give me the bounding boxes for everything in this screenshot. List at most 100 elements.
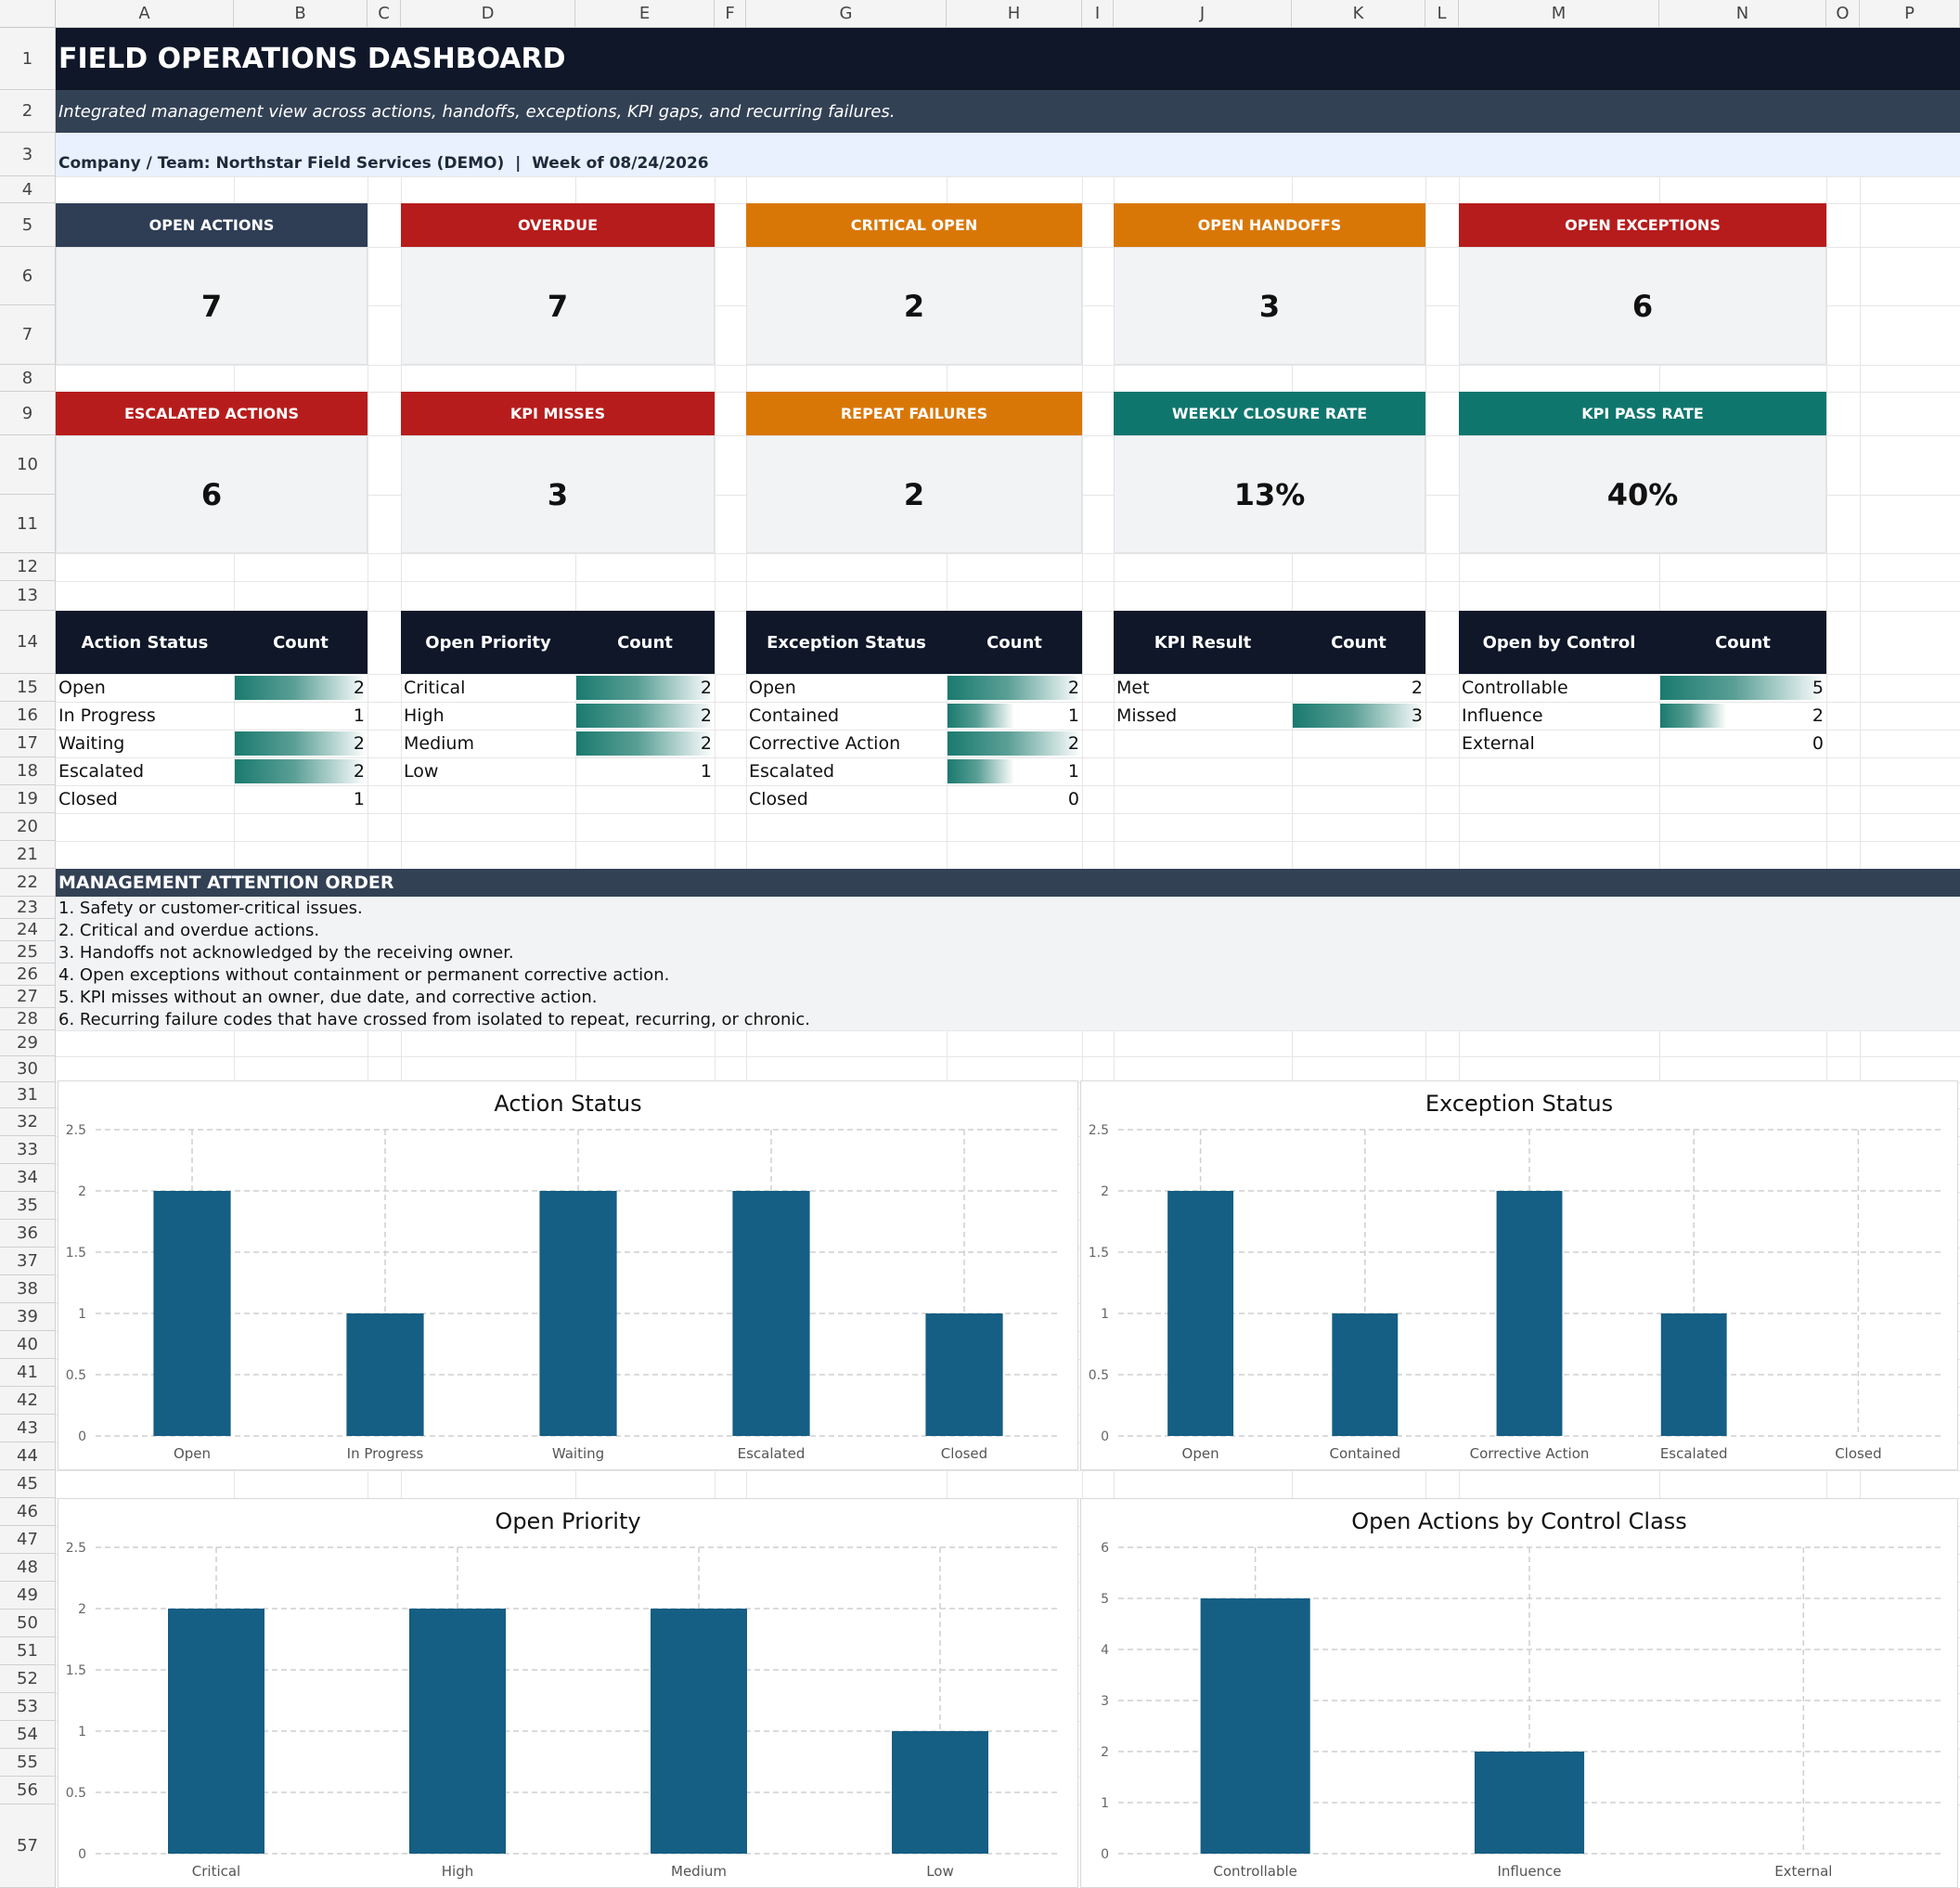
row-header-31[interactable]: 31 bbox=[0, 1082, 56, 1108]
row-header-43[interactable]: 43 bbox=[0, 1415, 56, 1442]
row-header-14[interactable]: 14 bbox=[0, 611, 56, 674]
table-header-count: Count bbox=[947, 611, 1082, 674]
column-header-b[interactable]: B bbox=[234, 0, 368, 28]
row-header-29[interactable]: 29 bbox=[0, 1030, 56, 1056]
row-header-11[interactable]: 11 bbox=[0, 495, 56, 553]
row-header-51[interactable]: 51 bbox=[0, 1637, 56, 1665]
kpi-card-label: KPI MISSES bbox=[401, 392, 715, 435]
row-header-23[interactable]: 23 bbox=[0, 897, 56, 919]
row-header-56[interactable]: 56 bbox=[0, 1777, 56, 1804]
row-header-52[interactable]: 52 bbox=[0, 1665, 56, 1693]
row-header-22[interactable]: 22 bbox=[0, 869, 56, 897]
row-header-44[interactable]: 44 bbox=[0, 1442, 56, 1470]
bar-low[interactable] bbox=[892, 1731, 988, 1854]
row-header-34[interactable]: 34 bbox=[0, 1164, 56, 1192]
row-header-2[interactable]: 2 bbox=[0, 90, 56, 133]
row-header-27[interactable]: 27 bbox=[0, 986, 56, 1008]
select-all-corner[interactable] bbox=[0, 0, 56, 28]
bar-open[interactable] bbox=[153, 1191, 231, 1436]
row-header-53[interactable]: 53 bbox=[0, 1693, 56, 1721]
column-header-d[interactable]: D bbox=[401, 0, 575, 28]
column-header-e[interactable]: E bbox=[575, 0, 715, 28]
kpi-card-value: 7 bbox=[56, 247, 368, 365]
row-header-25[interactable]: 25 bbox=[0, 941, 56, 963]
bar-escalated[interactable] bbox=[732, 1191, 810, 1436]
column-header-l[interactable]: L bbox=[1425, 0, 1459, 28]
row-header-55[interactable]: 55 bbox=[0, 1749, 56, 1777]
x-tick-label: Controllable bbox=[1213, 1863, 1297, 1880]
bar-corrective-action[interactable] bbox=[1496, 1191, 1563, 1436]
row-header-28[interactable]: 28 bbox=[0, 1008, 56, 1030]
row-header-38[interactable]: 38 bbox=[0, 1275, 56, 1303]
row-header-35[interactable]: 35 bbox=[0, 1192, 56, 1220]
row-header-39[interactable]: 39 bbox=[0, 1303, 56, 1331]
bar-medium[interactable] bbox=[651, 1609, 747, 1854]
column-header-c[interactable]: C bbox=[368, 0, 401, 28]
row-header-9[interactable]: 9 bbox=[0, 392, 56, 435]
kpi-card-label: REPEAT FAILURES bbox=[746, 392, 1082, 435]
bar-critical[interactable] bbox=[168, 1609, 264, 1854]
row-header-13[interactable]: 13 bbox=[0, 581, 56, 611]
row-header-7[interactable]: 7 bbox=[0, 305, 56, 365]
column-header-h[interactable]: H bbox=[947, 0, 1082, 28]
row-header-12[interactable]: 12 bbox=[0, 553, 56, 581]
y-tick-label: 1.5 bbox=[66, 1663, 86, 1678]
row-header-24[interactable]: 24 bbox=[0, 919, 56, 941]
row-header-19[interactable]: 19 bbox=[0, 785, 56, 813]
bar-influence[interactable] bbox=[1474, 1752, 1585, 1854]
column-header-i[interactable]: I bbox=[1082, 0, 1114, 28]
column-header-k[interactable]: K bbox=[1292, 0, 1425, 28]
column-header-n[interactable]: N bbox=[1659, 0, 1826, 28]
row-header-33[interactable]: 33 bbox=[0, 1136, 56, 1164]
bar-escalated[interactable] bbox=[1660, 1313, 1727, 1436]
row-header-18[interactable]: 18 bbox=[0, 757, 56, 785]
row-header-16[interactable]: 16 bbox=[0, 702, 56, 730]
row-header-47[interactable]: 47 bbox=[0, 1526, 56, 1554]
column-header-f[interactable]: F bbox=[715, 0, 746, 28]
row-header-3[interactable]: 3 bbox=[0, 133, 56, 176]
row-header-8[interactable]: 8 bbox=[0, 365, 56, 392]
column-header-o[interactable]: O bbox=[1826, 0, 1860, 28]
bar-controllable[interactable] bbox=[1200, 1598, 1310, 1854]
column-header-m[interactable]: M bbox=[1459, 0, 1659, 28]
column-header-j[interactable]: J bbox=[1114, 0, 1292, 28]
row-header-17[interactable]: 17 bbox=[0, 730, 56, 757]
kpi-card-value: 40% bbox=[1459, 435, 1826, 553]
row-header-41[interactable]: 41 bbox=[0, 1359, 56, 1387]
row-header-10[interactable]: 10 bbox=[0, 435, 56, 495]
row-header-57[interactable]: 57 bbox=[0, 1804, 56, 1888]
bar-open[interactable] bbox=[1167, 1191, 1234, 1436]
column-header-a[interactable]: A bbox=[56, 0, 234, 28]
row-header-30[interactable]: 30 bbox=[0, 1056, 56, 1082]
kpi-card-value: 2 bbox=[746, 435, 1082, 553]
row-header-4[interactable]: 4 bbox=[0, 176, 56, 203]
row-header-46[interactable]: 46 bbox=[0, 1498, 56, 1526]
row-header-15[interactable]: 15 bbox=[0, 674, 56, 702]
row-header-40[interactable]: 40 bbox=[0, 1331, 56, 1359]
row-header-50[interactable]: 50 bbox=[0, 1610, 56, 1637]
row-header-37[interactable]: 37 bbox=[0, 1248, 56, 1275]
row-header-6[interactable]: 6 bbox=[0, 247, 56, 305]
row-header-1[interactable]: 1 bbox=[0, 28, 56, 90]
row-header-5[interactable]: 5 bbox=[0, 203, 56, 247]
bar-contained[interactable] bbox=[1332, 1313, 1399, 1436]
column-header-g[interactable]: G bbox=[746, 0, 947, 28]
row-header-45[interactable]: 45 bbox=[0, 1470, 56, 1498]
row-header-26[interactable]: 26 bbox=[0, 963, 56, 986]
column-header-p[interactable]: P bbox=[1860, 0, 1960, 28]
row-header-49[interactable]: 49 bbox=[0, 1582, 56, 1610]
row-header-36[interactable]: 36 bbox=[0, 1220, 56, 1248]
row-header-21[interactable]: 21 bbox=[0, 841, 56, 869]
bar-high[interactable] bbox=[409, 1609, 506, 1854]
row-header-20[interactable]: 20 bbox=[0, 813, 56, 841]
bar-in-progress[interactable] bbox=[346, 1313, 424, 1436]
data-bar bbox=[235, 676, 367, 700]
row-header-48[interactable]: 48 bbox=[0, 1554, 56, 1582]
bar-closed[interactable] bbox=[925, 1313, 1003, 1436]
row-header-32[interactable]: 32 bbox=[0, 1108, 56, 1136]
row-header-54[interactable]: 54 bbox=[0, 1721, 56, 1749]
row-header-42[interactable]: 42 bbox=[0, 1387, 56, 1415]
chart-0: Action Status 0 0.5 1 1.5 2 2.5 Open In Progress… bbox=[58, 1080, 1078, 1470]
bar-waiting[interactable] bbox=[539, 1191, 617, 1436]
